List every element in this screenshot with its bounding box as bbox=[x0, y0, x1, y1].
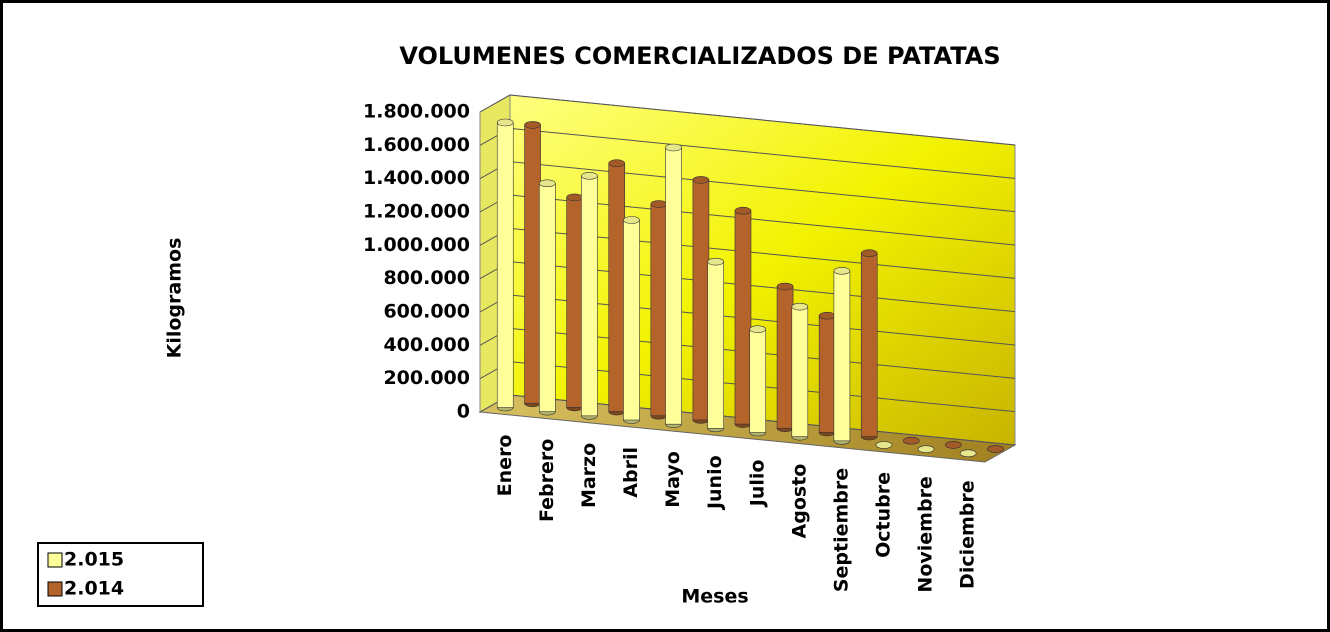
bar-body bbox=[749, 328, 767, 433]
x-tick-label: Febrero bbox=[536, 439, 558, 522]
bar bbox=[833, 267, 851, 445]
bar-top bbox=[875, 441, 893, 449]
x-tick-label: Septiembre bbox=[830, 468, 852, 592]
grid-line bbox=[479, 94, 1016, 146]
bar bbox=[496, 118, 514, 412]
y-tick-label: 1.800.000 bbox=[363, 101, 470, 123]
y-tick-label: 1.000.000 bbox=[363, 234, 470, 256]
x-tick-label: Noviembre bbox=[915, 476, 937, 592]
bar-body bbox=[539, 183, 556, 412]
bar bbox=[524, 121, 541, 408]
bar-body bbox=[608, 162, 626, 412]
bar-top bbox=[608, 159, 626, 168]
bar bbox=[539, 179, 556, 416]
y-axis-label: Kilogramos bbox=[164, 238, 186, 359]
bar-body bbox=[650, 203, 668, 417]
bar bbox=[650, 200, 668, 420]
bar bbox=[959, 449, 977, 458]
bar-top bbox=[734, 206, 752, 215]
legend-label: 2.014 bbox=[64, 578, 124, 600]
bar-top bbox=[650, 200, 668, 208]
y-tick-label: 200.000 bbox=[383, 367, 470, 389]
x-tick-label: Enero bbox=[494, 435, 516, 497]
bar-body bbox=[692, 179, 710, 421]
bar-top bbox=[987, 445, 1004, 453]
legend-swatch bbox=[47, 581, 63, 597]
bar bbox=[566, 193, 583, 412]
bar bbox=[665, 143, 682, 428]
bar-body bbox=[496, 122, 514, 408]
chart-title: VOLUMENES COMERCIALIZADOS DE PATATAS bbox=[399, 42, 1000, 70]
bar-top bbox=[623, 216, 640, 224]
bar-top bbox=[665, 143, 682, 152]
bar-body bbox=[860, 252, 878, 437]
x-axis-label: Meses bbox=[681, 586, 748, 608]
y-tick-label: 1.200.000 bbox=[363, 201, 470, 223]
bar bbox=[791, 302, 809, 441]
bar-body bbox=[665, 147, 682, 425]
bar-top bbox=[581, 172, 598, 180]
y-tick-label: 600.000 bbox=[383, 301, 470, 323]
x-tick-label: Abril bbox=[620, 447, 642, 498]
bar-top bbox=[524, 121, 541, 129]
y-tick-label: 1.400.000 bbox=[363, 167, 470, 189]
bar-top bbox=[566, 193, 583, 202]
bar-top bbox=[776, 282, 794, 291]
bar bbox=[776, 282, 794, 433]
x-tick-label: Agosto bbox=[788, 464, 810, 539]
y-tick-label: 1.600.000 bbox=[363, 134, 470, 156]
bar-body bbox=[776, 286, 794, 429]
bar bbox=[917, 445, 935, 453]
bar bbox=[875, 441, 893, 449]
bar-top bbox=[749, 325, 767, 333]
bar-top bbox=[539, 179, 556, 188]
bar bbox=[581, 172, 598, 420]
bar-body bbox=[818, 315, 836, 433]
bar-body bbox=[566, 197, 583, 408]
bar bbox=[608, 159, 626, 416]
legend bbox=[37, 542, 204, 607]
bar-top bbox=[707, 257, 724, 266]
bar bbox=[692, 176, 710, 424]
bar bbox=[987, 445, 1004, 453]
bar-body bbox=[581, 175, 598, 417]
bar bbox=[818, 311, 836, 437]
bar-top bbox=[818, 311, 836, 320]
x-tick-label: Diciembre bbox=[957, 480, 979, 589]
x-tick-label: Julio bbox=[746, 460, 768, 509]
y-tick-label: 800.000 bbox=[383, 267, 470, 289]
x-tick-label: Junio bbox=[704, 455, 726, 511]
bar-body bbox=[734, 210, 752, 425]
y-tick-label: 400.000 bbox=[383, 334, 470, 356]
bar bbox=[860, 249, 878, 441]
bar bbox=[623, 216, 640, 424]
bar-body bbox=[791, 306, 809, 437]
bar-top bbox=[791, 302, 809, 311]
bar bbox=[734, 206, 752, 428]
bar-body bbox=[833, 270, 851, 442]
y-tick-label: 0 bbox=[457, 401, 470, 423]
bar-body bbox=[524, 124, 541, 404]
x-tick-label: Marzo bbox=[578, 443, 600, 508]
bar-top bbox=[959, 449, 977, 458]
bar bbox=[707, 257, 724, 433]
bar bbox=[903, 436, 920, 445]
bar-body bbox=[707, 261, 724, 429]
bar-top bbox=[903, 436, 920, 445]
bar-top bbox=[692, 176, 710, 184]
bar-top bbox=[833, 267, 851, 275]
legend-swatch bbox=[47, 552, 63, 568]
bar-top bbox=[917, 445, 935, 453]
bar bbox=[945, 441, 962, 449]
bar-top bbox=[945, 441, 962, 449]
x-tick-label: Octubre bbox=[873, 472, 895, 558]
legend-label: 2.015 bbox=[64, 549, 124, 571]
bar-top bbox=[860, 249, 878, 258]
bar-body bbox=[623, 219, 640, 421]
bar-top bbox=[496, 118, 514, 127]
x-tick-label: Mayo bbox=[662, 451, 684, 508]
bar bbox=[749, 325, 767, 437]
